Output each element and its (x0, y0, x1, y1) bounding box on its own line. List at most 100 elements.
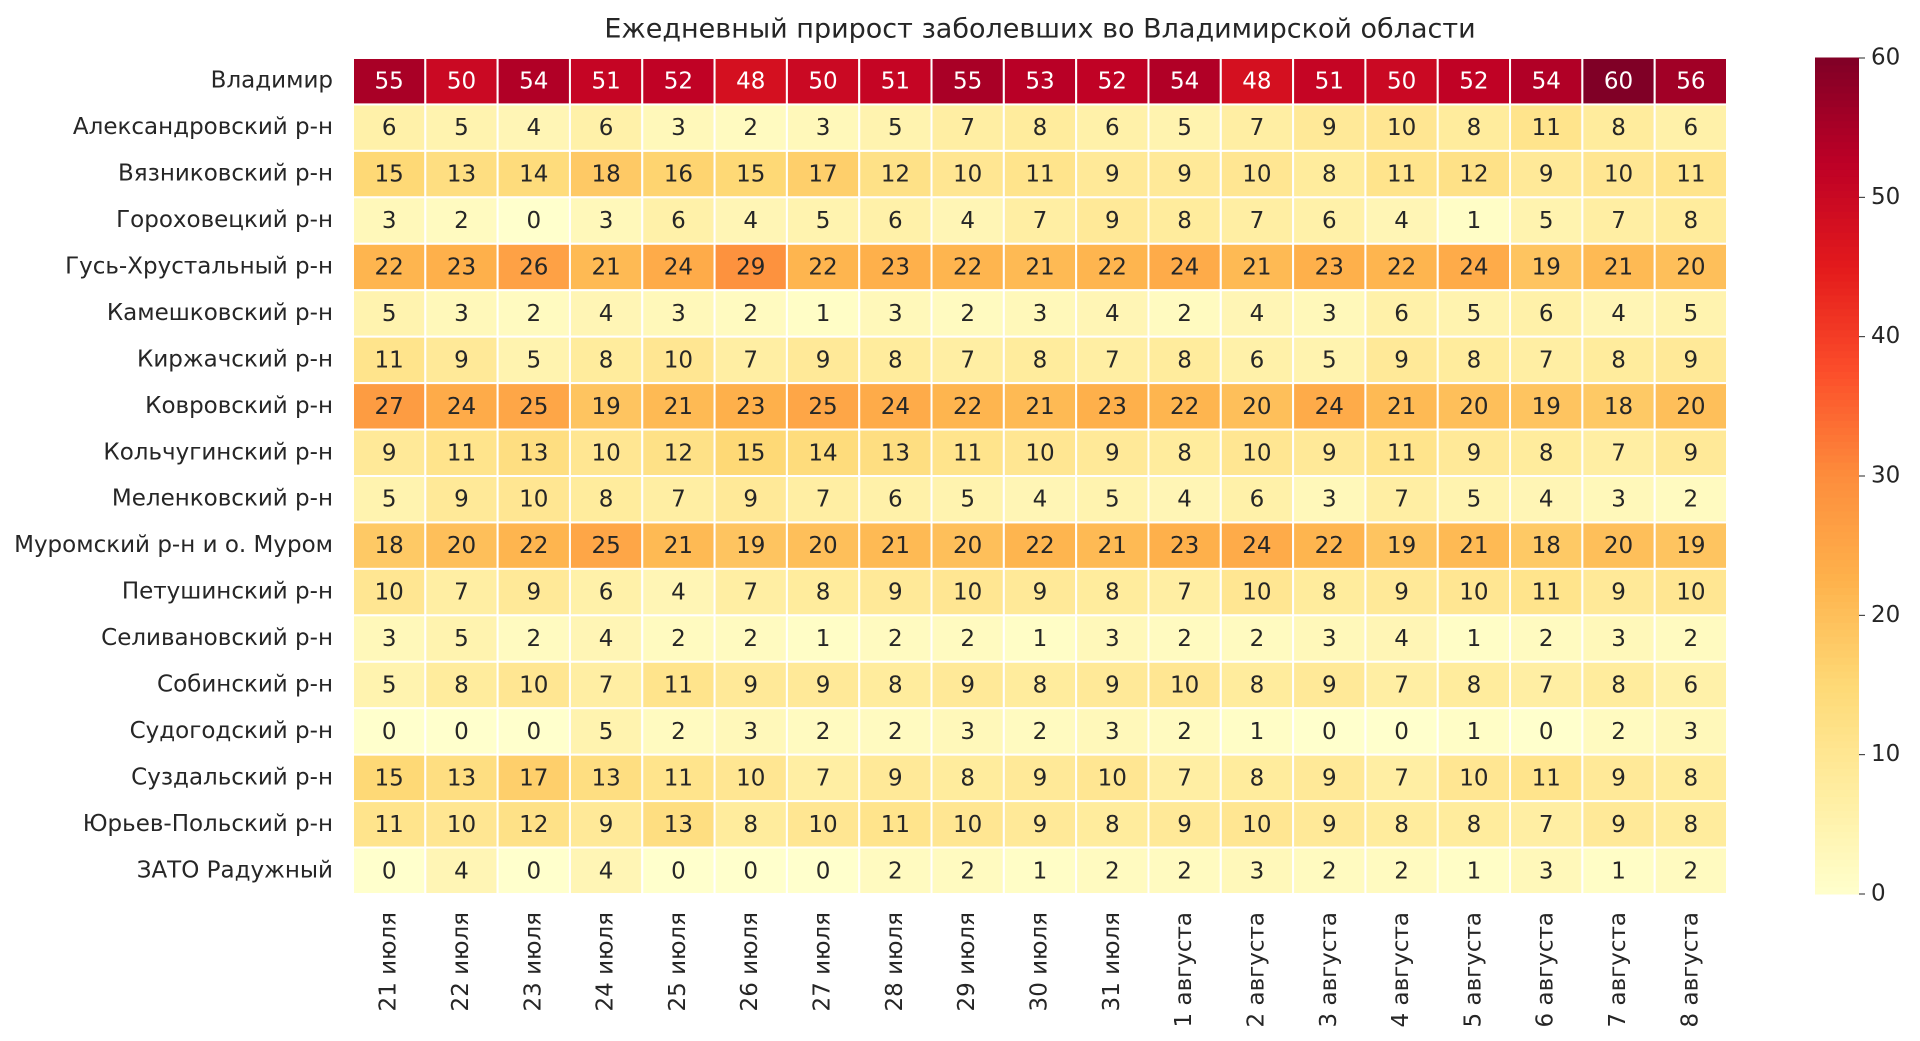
cell-label: 6 (599, 115, 614, 141)
y-tick-label: Селивановский р-н (101, 625, 333, 651)
heatmap-cell (1436, 521, 1512, 570)
cell-label: 6 (671, 208, 686, 234)
cell-label: 6 (382, 115, 397, 141)
x-tick-label: 31 июля (1099, 912, 1125, 1011)
y-tick-label: Гусь-Хрустальный р-н (65, 254, 333, 280)
cell-label: 21 (1025, 255, 1054, 281)
heatmap-cell (1436, 57, 1512, 106)
heatmap-cell (352, 57, 427, 106)
cell-label: 5 (454, 626, 469, 652)
cell-label: 50 (808, 69, 837, 95)
cell-label: 9 (1322, 440, 1337, 466)
cell-label: 3 (671, 115, 686, 141)
cell-label: 10 (1459, 765, 1488, 791)
heatmap-cell (858, 289, 933, 338)
heatmap-cell (1147, 846, 1222, 895)
cell-label: 21 (664, 533, 693, 559)
heatmap-cell (1653, 289, 1728, 338)
heatmap-cell (568, 289, 644, 338)
heatmap-cell (930, 707, 1005, 756)
cell-label: 2 (1539, 626, 1554, 652)
colorbar-tick-label: 0 (1871, 881, 1886, 907)
heatmap-cell (1509, 103, 1584, 152)
chart-title: Ежедневный прирост заболевших во Владими… (604, 14, 1475, 45)
cell-label: 9 (1105, 162, 1120, 188)
cell-label: 10 (591, 440, 620, 466)
heatmap-cell (785, 614, 861, 663)
heatmap-cell (1075, 475, 1150, 524)
heatmap-cell (641, 242, 716, 292)
cell-label: 2 (888, 858, 903, 884)
cell-label: 24 (664, 255, 693, 281)
cell-label: 0 (671, 858, 686, 884)
cell-label: 11 (1387, 440, 1416, 466)
cell-label: 4 (599, 626, 614, 652)
heatmap-cell (858, 428, 933, 477)
cell-label: 7 (1177, 580, 1192, 606)
heatmap-cell (1509, 335, 1584, 385)
cell-label: 8 (1033, 673, 1048, 699)
heatmap-cell (713, 521, 788, 570)
cell-label: 5 (1105, 487, 1120, 513)
cell-label: 53 (1025, 69, 1054, 95)
heatmap-cell (1075, 149, 1150, 199)
cell-label: 4 (960, 208, 975, 234)
cell-label: 5 (382, 301, 397, 327)
cell-label: 9 (454, 487, 469, 513)
cell-label: 23 (1170, 533, 1199, 559)
cell-label: 9 (743, 487, 758, 513)
cell-label: 0 (1394, 719, 1409, 745)
cell-label: 3 (1322, 487, 1337, 513)
heatmap-cell (424, 335, 499, 385)
heatmap-cell (858, 614, 933, 663)
cell-label: 7 (743, 347, 758, 373)
heatmap-cell (713, 707, 788, 756)
heatmap-cell (1436, 660, 1512, 710)
heatmap-cell (785, 521, 861, 570)
heatmap-cell (858, 57, 933, 106)
cell-label: 10 (1025, 440, 1054, 466)
heatmap-cell (1653, 660, 1728, 710)
x-tick-label: 25 июля (665, 912, 691, 1011)
cell-label: 2 (1177, 719, 1192, 745)
heatmap-cell (930, 614, 1005, 663)
heatmap-cell (1581, 846, 1656, 895)
cell-label: 10 (953, 162, 982, 188)
cell-label: 3 (1033, 301, 1048, 327)
cell-label: 3 (1250, 858, 1265, 884)
x-tick-label: 24 июля (593, 912, 619, 1011)
cell-label: 7 (1394, 487, 1409, 513)
cell-label: 9 (888, 580, 903, 606)
heatmap-cell (713, 800, 788, 849)
cell-label: 6 (1105, 115, 1120, 141)
heatmap-cell (352, 614, 427, 663)
cell-label: 0 (382, 719, 397, 745)
heatmap-cell (1581, 660, 1656, 710)
heatmap-cell (785, 289, 861, 338)
cell-label: 8 (1322, 162, 1337, 188)
cell-label: 7 (960, 347, 975, 373)
cell-label: 3 (1684, 719, 1699, 745)
heatmap-cell (1292, 57, 1367, 106)
cell-label: 9 (1611, 812, 1626, 838)
cell-label: 3 (1611, 626, 1626, 652)
heatmap-cell (1219, 335, 1295, 385)
y-tick-label: Владимир (211, 68, 333, 94)
heatmap-cell (930, 846, 1005, 895)
x-tick-label: 29 июля (954, 912, 980, 1011)
cell-label: 1 (1467, 719, 1482, 745)
cell-label: 2 (743, 626, 758, 652)
y-tick-label: Киржачский р-н (137, 346, 333, 372)
cell-label: 15 (736, 162, 765, 188)
cell-label: 8 (1467, 115, 1482, 141)
heatmap-cell (496, 753, 571, 803)
heatmap-cell (1292, 382, 1367, 431)
y-tick-label: Собинский р-н (157, 672, 333, 698)
heatmap-cell (713, 614, 788, 663)
cell-label: 20 (1676, 255, 1705, 281)
cell-label: 9 (1177, 162, 1192, 188)
cell-label: 19 (1387, 533, 1416, 559)
cell-label: 2 (1177, 301, 1192, 327)
cell-label: 54 (1532, 69, 1561, 95)
cell-label: 17 (519, 765, 548, 791)
